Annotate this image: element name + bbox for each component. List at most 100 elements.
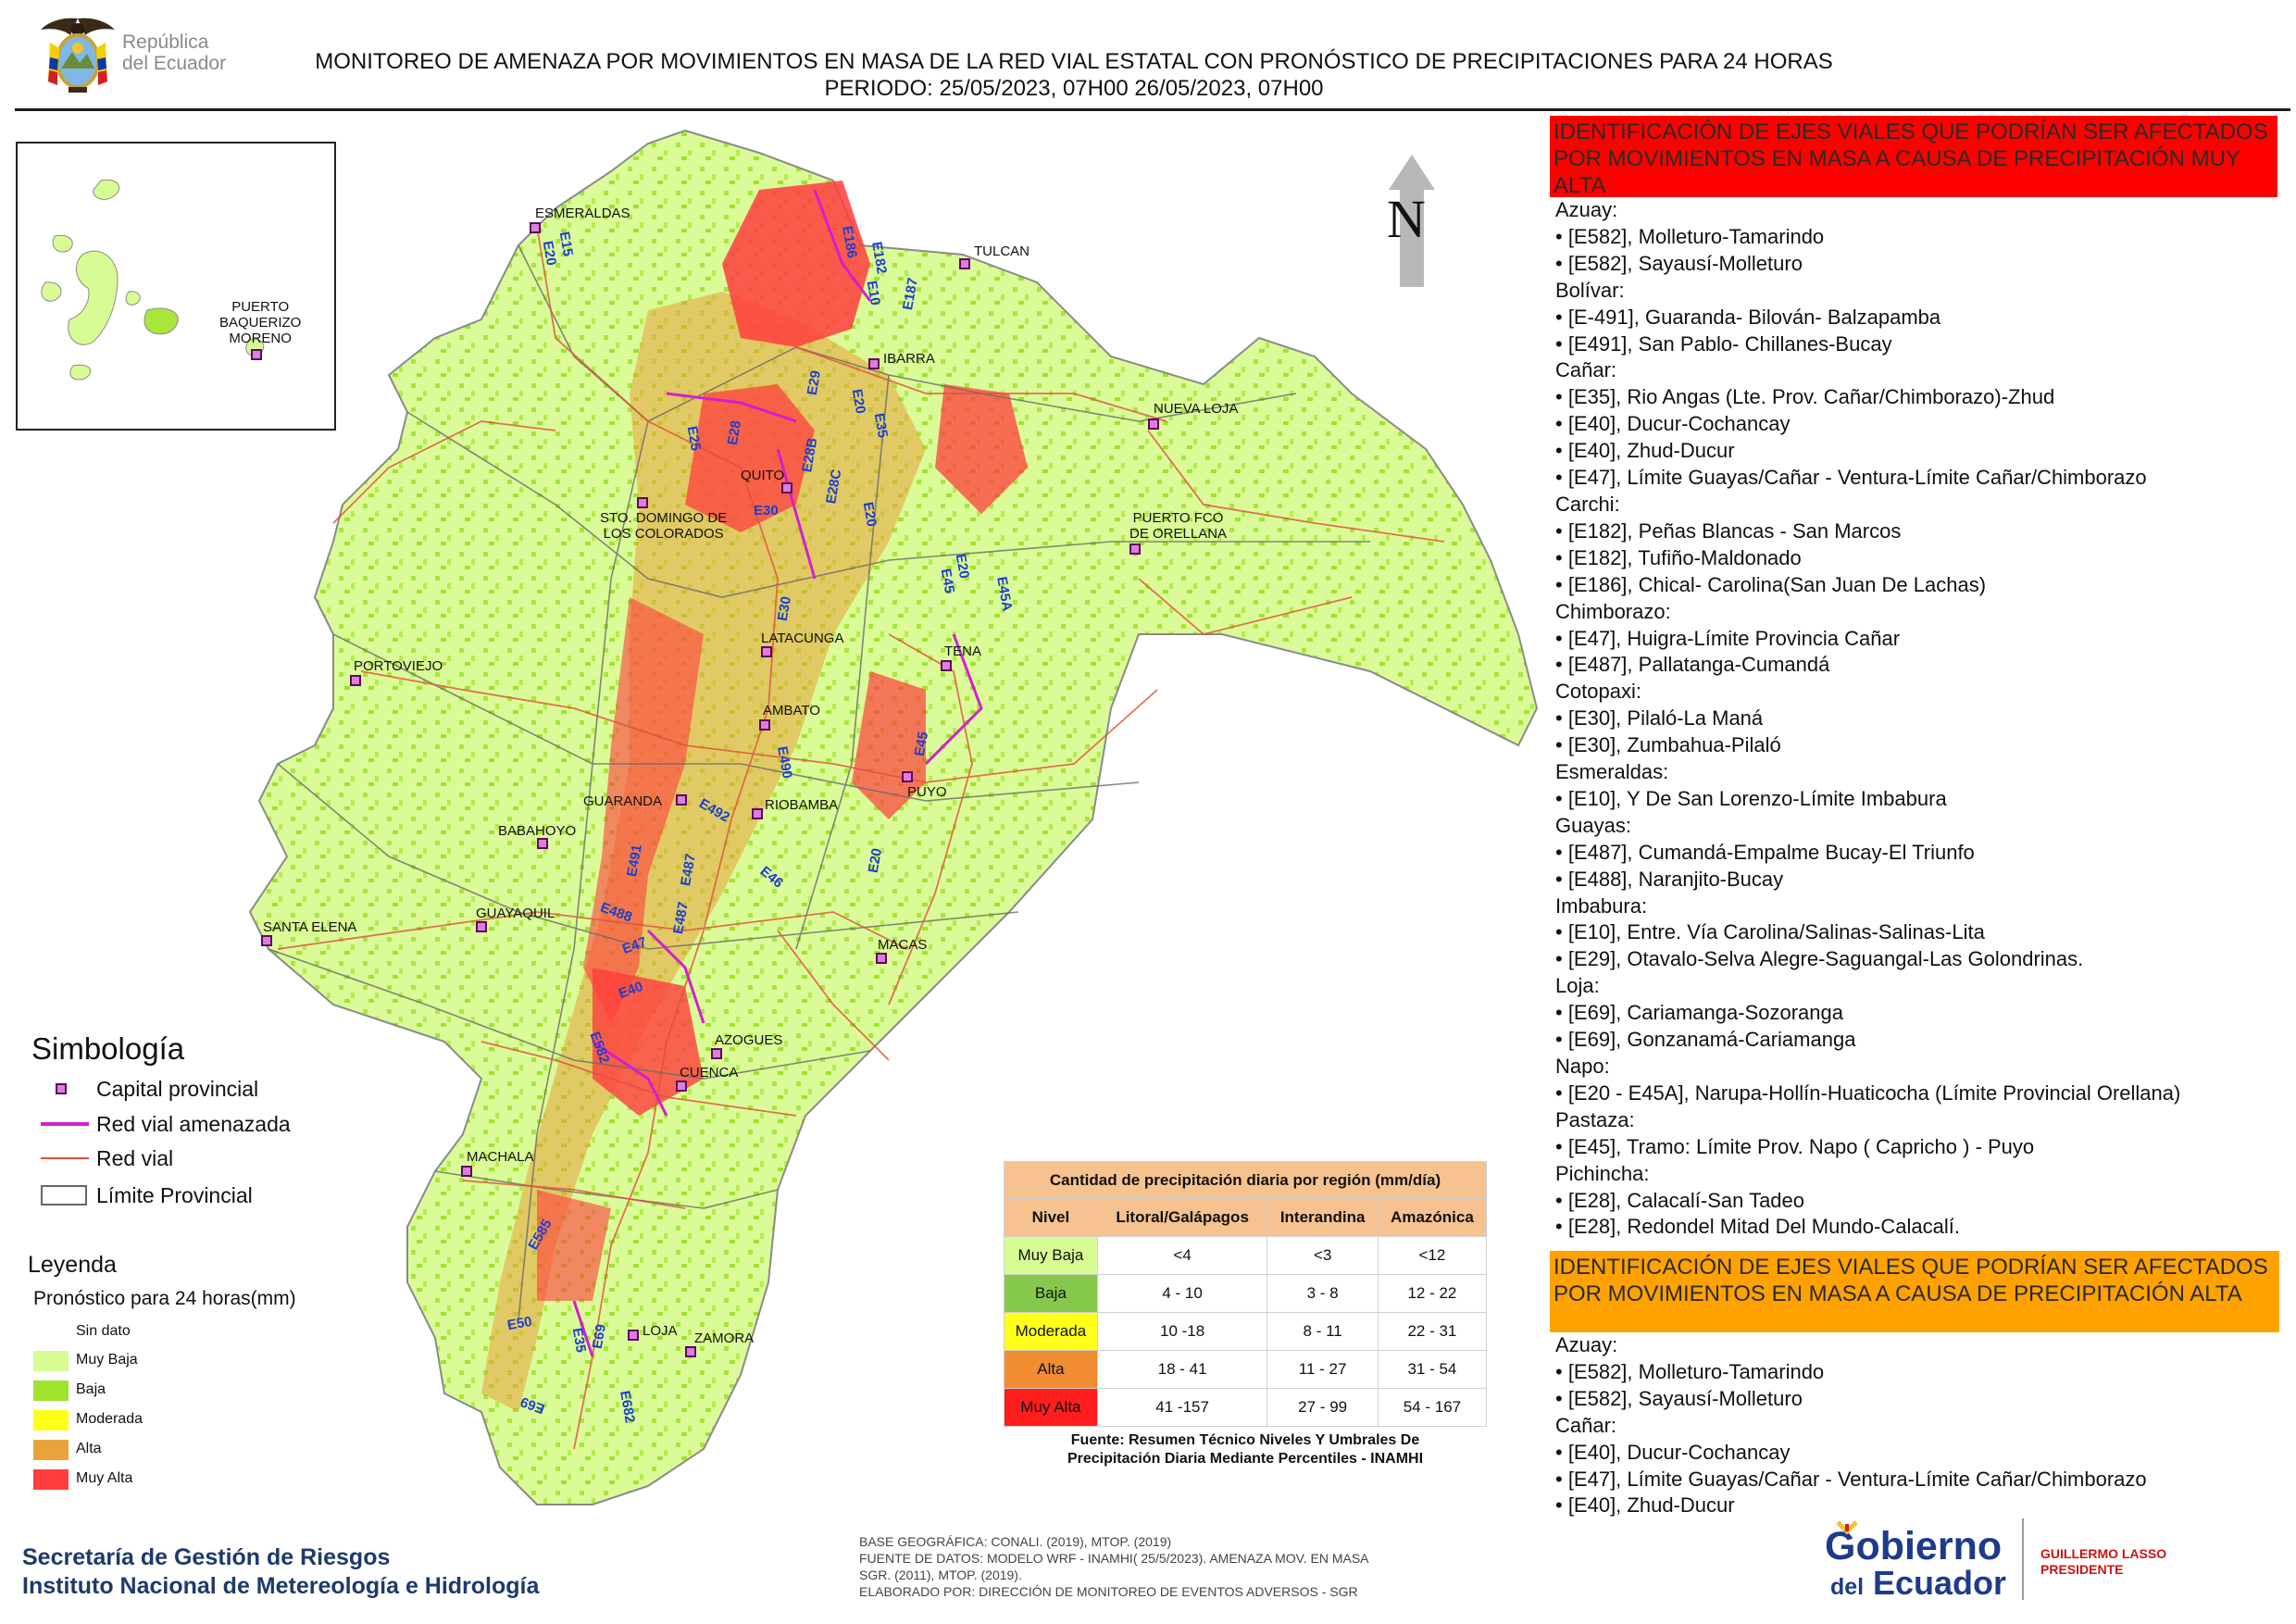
city-riobamba: RIOBAMBA xyxy=(765,797,839,813)
president-name: GUILLERMO LASSO PRESIDENTE xyxy=(2040,1546,2167,1577)
amazonica-cell: 31 - 54 xyxy=(1377,1350,1488,1389)
road-segment-item: • [E10], Y De San Lorenzo-Límite Imbabur… xyxy=(1555,786,1947,810)
title-line-1: MONITOREO DE AMENAZA POR MOVIMIENTOS EN … xyxy=(315,49,1833,74)
hazard-map: N ESMERALDAS TULCAN IBARRA NUEVA LOJA QU… xyxy=(0,116,1546,1560)
risk-zone-muy-alta-tena xyxy=(852,671,926,819)
litoral-cell: 18 - 41 xyxy=(1096,1350,1268,1389)
city-cuenca: CUENCA xyxy=(680,1065,739,1081)
city-guayaquil: GUAYAQUIL xyxy=(476,906,555,921)
road-symbol xyxy=(41,1157,89,1159)
legend-swatch-moderada xyxy=(33,1410,69,1430)
legend-swatch-sin-dato xyxy=(33,1322,69,1343)
province-heading: Imbabura: xyxy=(1555,893,1648,918)
symbology-red-vial: Red vial xyxy=(96,1146,174,1170)
north-arrow-icon xyxy=(1389,155,1435,287)
risk-zone-alta xyxy=(481,292,926,1412)
capital-marker-tena xyxy=(941,660,952,671)
agency-names: Secretaría de Gestión de Riesgos Institu… xyxy=(22,1544,540,1599)
header-divider xyxy=(15,108,2290,111)
interandina-cell: <3 xyxy=(1267,1236,1379,1275)
province-heading: Napo: xyxy=(1555,1055,1610,1078)
map-credits: BASE GEOGRÁFICA: CONALI. (2019), MTOP. (… xyxy=(859,1534,1369,1599)
galapagos-islands xyxy=(41,179,265,381)
logo-del-word: del xyxy=(1830,1574,1864,1600)
province-heading: Pichincha: xyxy=(1555,1161,1650,1185)
province-heading: Cotopaxi: xyxy=(1555,680,1641,704)
road-segment-item: • [E488], Naranjito-Bucay xyxy=(1555,867,1784,891)
capital-marker-nueva-loja xyxy=(1148,418,1159,430)
logo-ecuador-word: Ecuador xyxy=(1873,1564,2006,1602)
city-sto-domingo: STO. DOMINGO DE LOS COLORADOS xyxy=(600,510,728,542)
table-row: Baja 4 - 10 3 - 8 12 - 22 xyxy=(1004,1274,1488,1313)
province-heading: Chimborazo: xyxy=(1555,599,1671,623)
risk-zone-muy-alta-azuay xyxy=(537,1190,611,1301)
capital-provincial-symbol xyxy=(56,1083,67,1094)
city-tulcan: TULCAN xyxy=(974,244,1030,259)
risk-zone-muy-alta-andes xyxy=(583,597,704,1023)
col-header-amazonica: Amazónica xyxy=(1377,1198,1488,1237)
city-puerto-baquerizo-moreno: PUERTO BAQUERIZO MORENO xyxy=(219,299,302,346)
road-segment-item: • [E30], Pilaló-La Maná xyxy=(1555,706,1764,731)
legend-label: Alta xyxy=(76,1441,102,1456)
city-santa-elena: SANTA ELENA xyxy=(263,919,357,935)
city-ibarra: IBARRA xyxy=(883,351,935,367)
road-segment-item: • [E40], Ducur-Cochancay xyxy=(1555,1440,1791,1464)
risk-zone-muy-alta-south xyxy=(593,968,704,1116)
road-segment-item: • [E491], San Pablo- Chillanes-Bucay xyxy=(1555,331,1892,356)
col-header-nivel: Nivel xyxy=(1004,1198,1098,1237)
table-row: Moderada 10 -18 8 - 11 22 - 31 xyxy=(1004,1312,1488,1351)
north-label: N xyxy=(1387,189,1426,249)
muy-alta-roads-list: Azuay: • [E582], Molleturo-Tamarindo • [E5… xyxy=(1555,197,2180,1241)
legend-label: Sin dato xyxy=(76,1323,131,1339)
road-segment-item: • [E40], Ducur-Cochancay xyxy=(1555,412,1791,436)
capital-marker-quito xyxy=(781,482,792,493)
alta-roads-header: IDENTIFICACIÓN DE EJES VIALES QUE PODRÍA… xyxy=(1550,1251,2279,1332)
road-segment-item: • [E40], Zhud-Ducur xyxy=(1555,439,1735,463)
capital-marker-guaranda xyxy=(676,794,687,806)
road-segment-item: • [E47], Límite Guayas/Cañar - Ventura-L… xyxy=(1555,1467,2147,1491)
table-row: Alta 18 - 41 11 - 27 31 - 54 xyxy=(1004,1350,1488,1389)
city-tena: TENA xyxy=(944,643,982,659)
province-heading: Azuay: xyxy=(1555,198,1618,221)
road-segment-item: • [E69], Gonzanamá-Cariamanga xyxy=(1555,1028,1856,1052)
city-ambato: AMBATO xyxy=(763,703,820,718)
road-segment-item: • [E47], Límite Guayas/Cañar - Ventura-L… xyxy=(1555,466,2147,490)
road-segment-item: • [E582], Molleturo-Tamarindo xyxy=(1555,224,1825,248)
symbology-limite-provincial: Límite Provincial xyxy=(96,1183,253,1207)
risk-zone-muy-alta-north xyxy=(722,181,870,347)
threatened-roads xyxy=(572,189,983,1357)
table-row: Muy Baja <4 <3 <12 xyxy=(1004,1236,1488,1275)
city-azogues: AZOGUES xyxy=(715,1032,783,1048)
legend-subtitle: Pronóstico para 24 horas(mm) xyxy=(33,1288,296,1309)
legend-label: Muy Alta xyxy=(76,1470,133,1486)
road-segment-item: • [E582], Sayausí-Molleturo xyxy=(1555,251,1803,275)
interandina-cell: 27 - 99 xyxy=(1267,1388,1379,1427)
symbology-title: Simbología xyxy=(31,1031,185,1066)
ecuador-coat-of-arms-icon xyxy=(41,18,115,93)
amazonica-cell: 22 - 31 xyxy=(1377,1312,1488,1351)
capital-marker-loja xyxy=(628,1330,639,1341)
nivel-cell: Alta xyxy=(1004,1350,1098,1389)
risk-zone-muy-alta-central xyxy=(685,384,815,532)
capital-marker-puyo xyxy=(902,771,913,782)
capital-marker-orellana xyxy=(1129,543,1141,555)
road-segment-item: • [E69], Cariamanga-Sozoranga xyxy=(1555,1001,1843,1025)
province-heading: Pastaza: xyxy=(1555,1107,1635,1131)
republica-del-ecuador-text: República del Ecuador xyxy=(122,31,227,74)
province-heading: Guayas: xyxy=(1555,813,1631,837)
city-zamora: ZAMORA xyxy=(694,1330,755,1346)
province-heading: Loja: xyxy=(1555,974,1600,998)
nivel-cell: Muy Baja xyxy=(1004,1236,1098,1275)
logo-gobierno-word: Gobierno xyxy=(1825,1524,2002,1568)
road-segment-item: • [E35], Rio Angas (Lte. Prov. Cañar/Chi… xyxy=(1555,385,2055,409)
logo-divider xyxy=(2022,1518,2024,1600)
road-segment-item: • [E47], Huigra-Límite Provincia Cañar xyxy=(1555,626,1901,650)
interandina-cell: 11 - 27 xyxy=(1267,1350,1379,1389)
road-segment-item: • [E-491], Guaranda- Bilován- Balzapamba xyxy=(1555,305,1941,329)
city-quito: QUITO xyxy=(741,468,785,483)
road-segment-item: • [E186], Chical- Carolina(San Juan De L… xyxy=(1555,572,1987,596)
road-segment-item: • [E487], Pallatanga-Cumandá xyxy=(1555,653,1830,677)
city-esmeraldas: ESMERALDAS xyxy=(535,206,630,221)
legend-label: Muy Baja xyxy=(76,1352,138,1368)
capital-marker-babahoyo xyxy=(537,838,548,849)
